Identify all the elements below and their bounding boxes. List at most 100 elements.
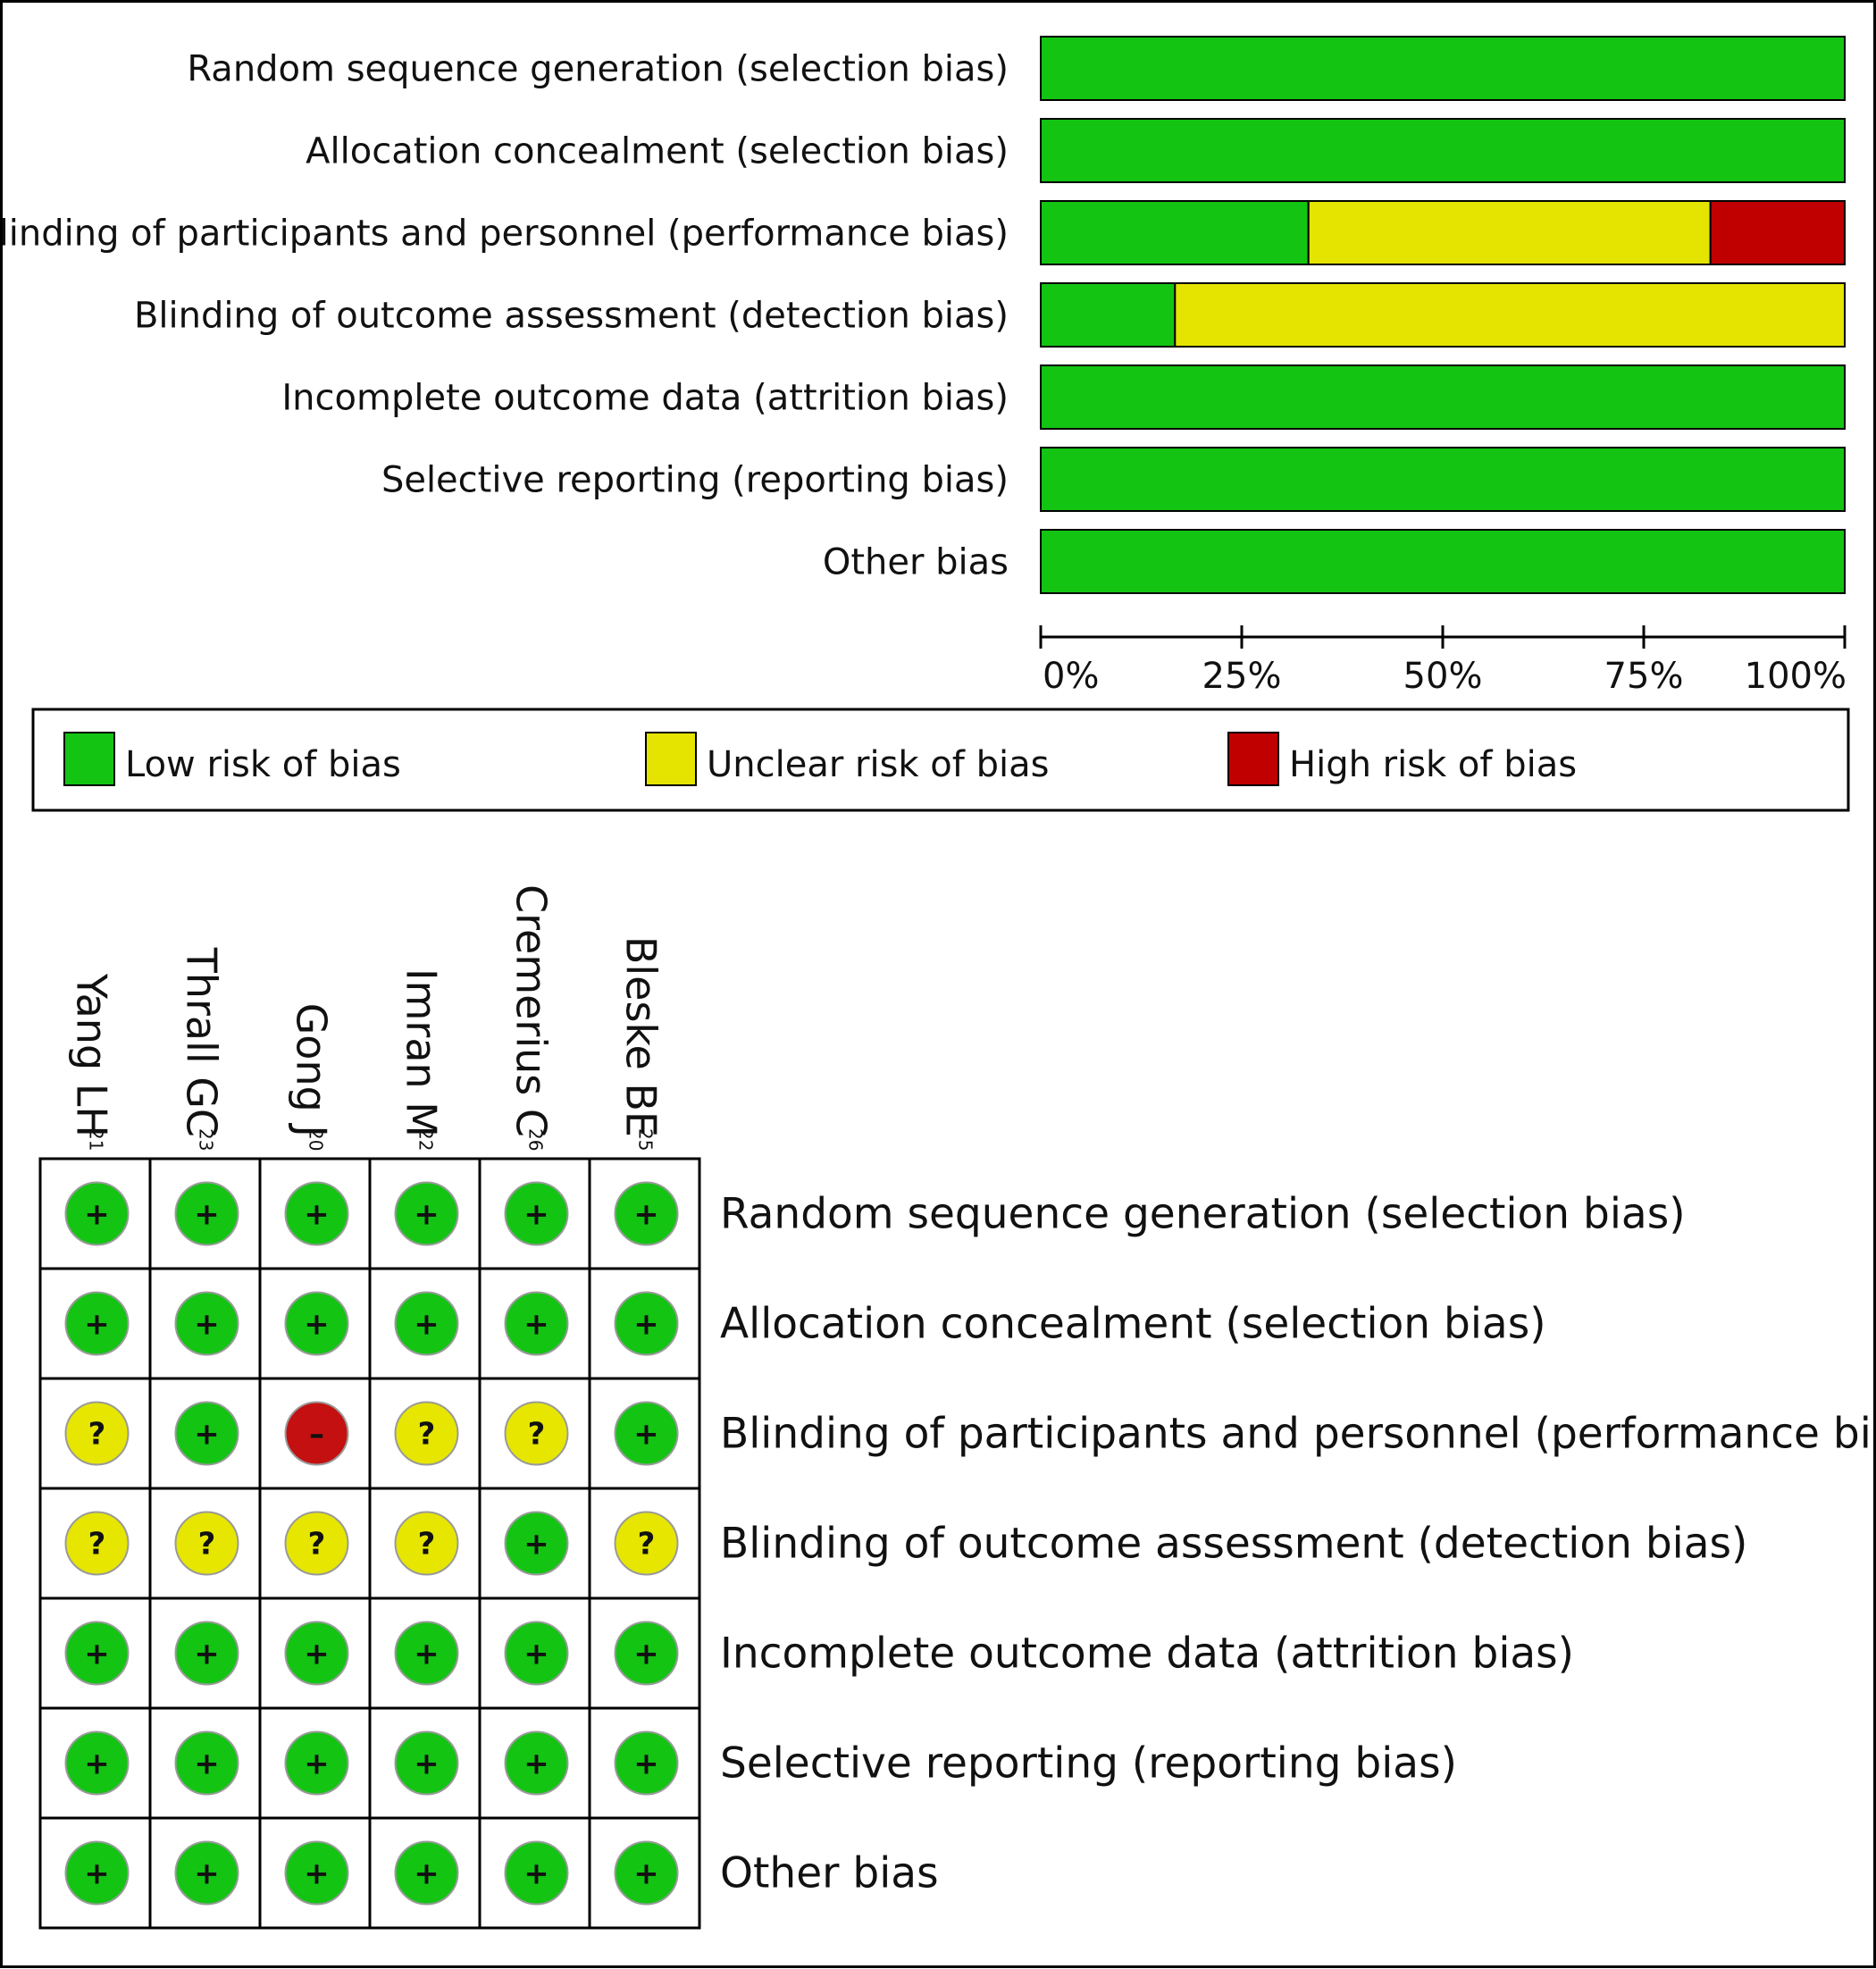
rating-dot-unclear xyxy=(614,1511,679,1576)
rating-symbol: + xyxy=(523,1307,549,1343)
bar-category-label: Incomplete outcome data (attrition bias) xyxy=(281,378,1009,419)
rating-symbol: + xyxy=(414,1747,440,1782)
rating-dot-low xyxy=(394,1291,459,1356)
rating-dot-low xyxy=(64,1181,130,1246)
study-reference: 25 xyxy=(635,1128,657,1151)
rating-dot-low xyxy=(174,1730,239,1796)
rating-symbol: ? xyxy=(528,1417,546,1453)
rating-dot-unclear xyxy=(174,1511,239,1576)
rating-symbol: + xyxy=(194,1417,220,1453)
rating-symbol: ? xyxy=(88,1417,106,1453)
rating-dot-low xyxy=(284,1840,349,1906)
study-reference: 26 xyxy=(525,1128,547,1151)
rating-symbol: + xyxy=(633,1747,659,1782)
rating-dot-unclear xyxy=(284,1511,349,1576)
rating-symbol: + xyxy=(304,1747,330,1782)
rating-dot-low xyxy=(504,1511,569,1576)
bar-segment-low xyxy=(1040,36,1846,101)
rating-dot-high xyxy=(284,1401,349,1466)
rating-symbol: + xyxy=(194,1637,220,1672)
rating-dot-low xyxy=(64,1840,130,1906)
rating-symbol: ? xyxy=(638,1527,656,1563)
rating-symbol: – xyxy=(309,1417,324,1453)
rating-symbol: + xyxy=(194,1307,220,1343)
study-header: Gong J20 xyxy=(288,1003,336,1152)
rating-symbol: ? xyxy=(418,1527,436,1563)
bar-segment-low xyxy=(1040,364,1846,430)
legend-border xyxy=(31,708,1850,812)
rating-dot-low xyxy=(174,1621,239,1686)
rating-dot-low xyxy=(284,1730,349,1796)
bar-category-label: Allocation concealment (selection bias) xyxy=(306,131,1009,172)
rating-symbol: + xyxy=(84,1856,110,1892)
bar-category-label: Selective reporting (reporting bias) xyxy=(381,460,1009,501)
rating-dot-low xyxy=(174,1291,239,1356)
rating-dot-low xyxy=(64,1621,130,1686)
bar-segment-low xyxy=(1040,447,1846,512)
rating-symbol: + xyxy=(523,1527,549,1563)
rating-dot-low xyxy=(614,1181,679,1246)
study-reference: 22 xyxy=(415,1128,437,1151)
rating-dot-low xyxy=(64,1291,130,1356)
rating-symbol: + xyxy=(304,1637,330,1672)
rating-dot-low xyxy=(394,1181,459,1246)
legend-label: Unclear risk of bias xyxy=(707,744,1049,785)
table-cell xyxy=(38,1377,152,1490)
bar-segment-low xyxy=(1040,282,1177,348)
domain-label: Allocation concealment (selection bias) xyxy=(720,1300,1546,1349)
rating-dot-unclear xyxy=(394,1511,459,1576)
bar-segment-high xyxy=(1709,200,1846,265)
rating-symbol: + xyxy=(304,1197,330,1233)
rating-symbol: + xyxy=(633,1197,659,1233)
risk-of-bias-figure: Random sequence generation (selection bi… xyxy=(0,36,1876,1930)
rating-symbol: + xyxy=(84,1307,110,1343)
rating-dot-low xyxy=(614,1621,679,1686)
study-reference: 23 xyxy=(196,1128,217,1151)
study-header: Cremerius C26 xyxy=(507,884,556,1151)
rating-dot-low xyxy=(284,1181,349,1246)
rating-dot-low xyxy=(504,1291,569,1356)
rating-symbol: + xyxy=(84,1747,110,1782)
rating-symbol: + xyxy=(84,1637,110,1672)
legend-swatch-unclear xyxy=(645,732,697,786)
rating-dot-low xyxy=(614,1840,679,1906)
study-header: Imran M22 xyxy=(398,968,446,1151)
rating-symbol: + xyxy=(194,1747,220,1782)
bar-segment-unclear xyxy=(1174,282,1847,348)
rating-dot-unclear xyxy=(394,1401,459,1466)
domain-label: Incomplete outcome data (attrition bias) xyxy=(720,1630,1574,1679)
rating-symbol: + xyxy=(194,1197,220,1233)
rating-symbol: + xyxy=(633,1417,659,1453)
rating-dot-low xyxy=(394,1621,459,1686)
rating-symbol: + xyxy=(304,1307,330,1343)
rating-symbol: ? xyxy=(88,1527,106,1563)
rating-symbol: ? xyxy=(418,1417,436,1453)
bar-segment-unclear xyxy=(1307,200,1712,265)
domain-label: Other bias xyxy=(720,1849,939,1898)
domain-label: Selective reporting (reporting bias) xyxy=(720,1739,1457,1789)
bar-segment-low xyxy=(1040,200,1310,265)
legend-label: Low risk of bias xyxy=(125,744,401,785)
rating-symbol: + xyxy=(414,1197,440,1233)
rating-symbol: + xyxy=(304,1856,330,1892)
rating-dot-unclear xyxy=(64,1401,130,1466)
domain-label: Random sequence generation (selection bi… xyxy=(720,1190,1686,1239)
rating-dot-low xyxy=(174,1840,239,1906)
rating-dot-low xyxy=(614,1291,679,1356)
study-name: Bleske BE xyxy=(617,936,666,1137)
rating-dot-unclear xyxy=(64,1511,130,1576)
rating-symbol: + xyxy=(633,1856,659,1892)
table-cell xyxy=(588,1267,701,1380)
legend-swatch-low xyxy=(63,732,115,786)
rating-dot-low xyxy=(64,1730,130,1796)
rating-dot-low xyxy=(614,1730,679,1796)
x-tick-label: 50% xyxy=(1403,656,1483,697)
rating-dot-low xyxy=(504,1181,569,1246)
table-cell xyxy=(478,1816,591,1930)
rating-dot-low xyxy=(174,1181,239,1246)
